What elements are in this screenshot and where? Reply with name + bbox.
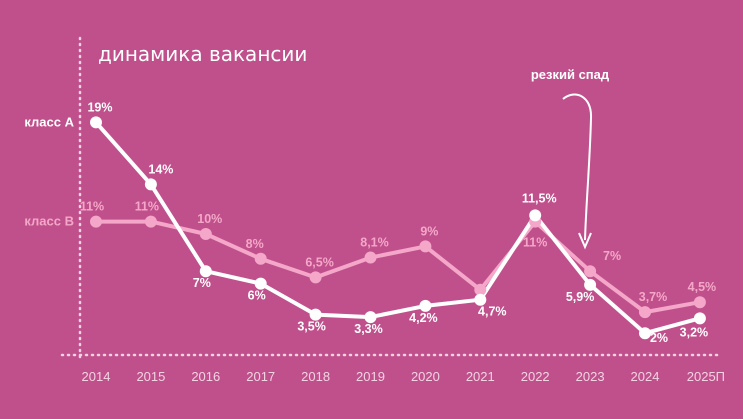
class-a-point <box>254 277 267 290</box>
class-a-point <box>144 178 157 191</box>
x-tick-label: 2022 <box>521 369 550 384</box>
class-a-point <box>419 299 432 312</box>
class-a-data-label: 3,5% <box>297 320 326 334</box>
class-b-data-label: 8,1% <box>360 236 389 250</box>
class-a-point <box>199 265 212 278</box>
annotation-arrow <box>562 93 593 241</box>
annotation-arrowhead <box>578 232 592 250</box>
class-a-point <box>474 293 487 306</box>
class-a-data-label: 19% <box>87 100 112 114</box>
chart-title: динамика вакансии <box>98 42 307 66</box>
class-b-data-label: 11% <box>523 236 547 250</box>
x-tick-label: 2016 <box>191 369 220 384</box>
class-b-point <box>474 283 487 296</box>
class-b-line <box>94 219 702 315</box>
annotation-text: резкий спад <box>531 67 610 82</box>
class-b-point <box>90 215 102 228</box>
class-b-point <box>584 265 597 278</box>
class-b-point <box>254 252 267 265</box>
class-a-line <box>94 120 702 336</box>
class-b-data-label: 6,5% <box>305 255 334 269</box>
x-tick-label: 2025П <box>687 369 725 384</box>
x-tick-label: 2019 <box>356 369 385 384</box>
class-a-data-label: 2% <box>650 331 668 345</box>
series-names: класс А класс В <box>24 114 74 228</box>
class-a-point <box>529 209 542 222</box>
class-a-point <box>90 116 102 129</box>
class-b-point <box>144 215 157 228</box>
class-a-data-label: 14% <box>148 162 173 176</box>
class-b-data-label: 3,7% <box>639 290 668 304</box>
class-b-point <box>309 271 322 284</box>
class-a-point <box>309 308 322 321</box>
class-b-data-label: 7% <box>603 249 621 263</box>
class-b-data-label: 9% <box>420 224 438 238</box>
x-tick-labels: 2014 2015 2016 2017 2018 2019 2020 2021 2022 2023… <box>82 369 725 384</box>
series-lines <box>94 120 702 336</box>
class-a-name-label: класс А <box>24 114 74 129</box>
class-a-point <box>364 311 377 324</box>
class-a-data-label: 7% <box>193 276 211 290</box>
class-a-data-label: 5,9% <box>566 290 595 304</box>
class-b-point <box>199 228 212 240</box>
class-b-data-label: 8% <box>246 237 264 251</box>
class-a-point <box>584 278 597 291</box>
class-a-data-label: 6% <box>248 289 266 303</box>
x-tick-label: 2017 <box>246 369 275 384</box>
x-tick-label: 2015 <box>136 369 165 384</box>
series-points <box>90 116 706 340</box>
class-a-point <box>639 327 651 340</box>
class-a-data-label: 4,7% <box>478 305 507 319</box>
class-b-point <box>364 251 377 264</box>
class-a-data-label: 11,5% <box>522 191 557 205</box>
class-a-point <box>693 312 706 325</box>
class-b-name-label: класс В <box>24 214 74 229</box>
x-tick-label: 2018 <box>301 369 330 384</box>
class-b-data-label: 10% <box>197 212 222 226</box>
class-a-data-label: 3,3% <box>354 322 383 336</box>
x-tick-label: 2023 <box>576 369 605 384</box>
x-tick-label: 2020 <box>411 369 440 384</box>
x-tick-label: 2014 <box>82 369 111 384</box>
x-tick-label: 2021 <box>466 369 495 384</box>
class-b-data-label: 11% <box>80 200 104 214</box>
class-a-data-label: 3,2% <box>680 325 709 339</box>
class-b-point <box>639 306 651 319</box>
x-tick-label: 2024 <box>631 369 660 384</box>
class-b-data-label: 4,5% <box>688 280 717 294</box>
annotation: резкий спад <box>531 67 610 250</box>
class-a-data-label: 4,2% <box>409 311 438 325</box>
class-b-data-label: 11% <box>135 200 159 214</box>
data-labels: 19% 14% 7% 6% 3,5% 3,3% 4,2% 4,7% 11,5% 5,9% 2% 3,2… <box>80 100 716 345</box>
class-b-point <box>419 240 432 253</box>
class-b-point <box>693 296 706 309</box>
